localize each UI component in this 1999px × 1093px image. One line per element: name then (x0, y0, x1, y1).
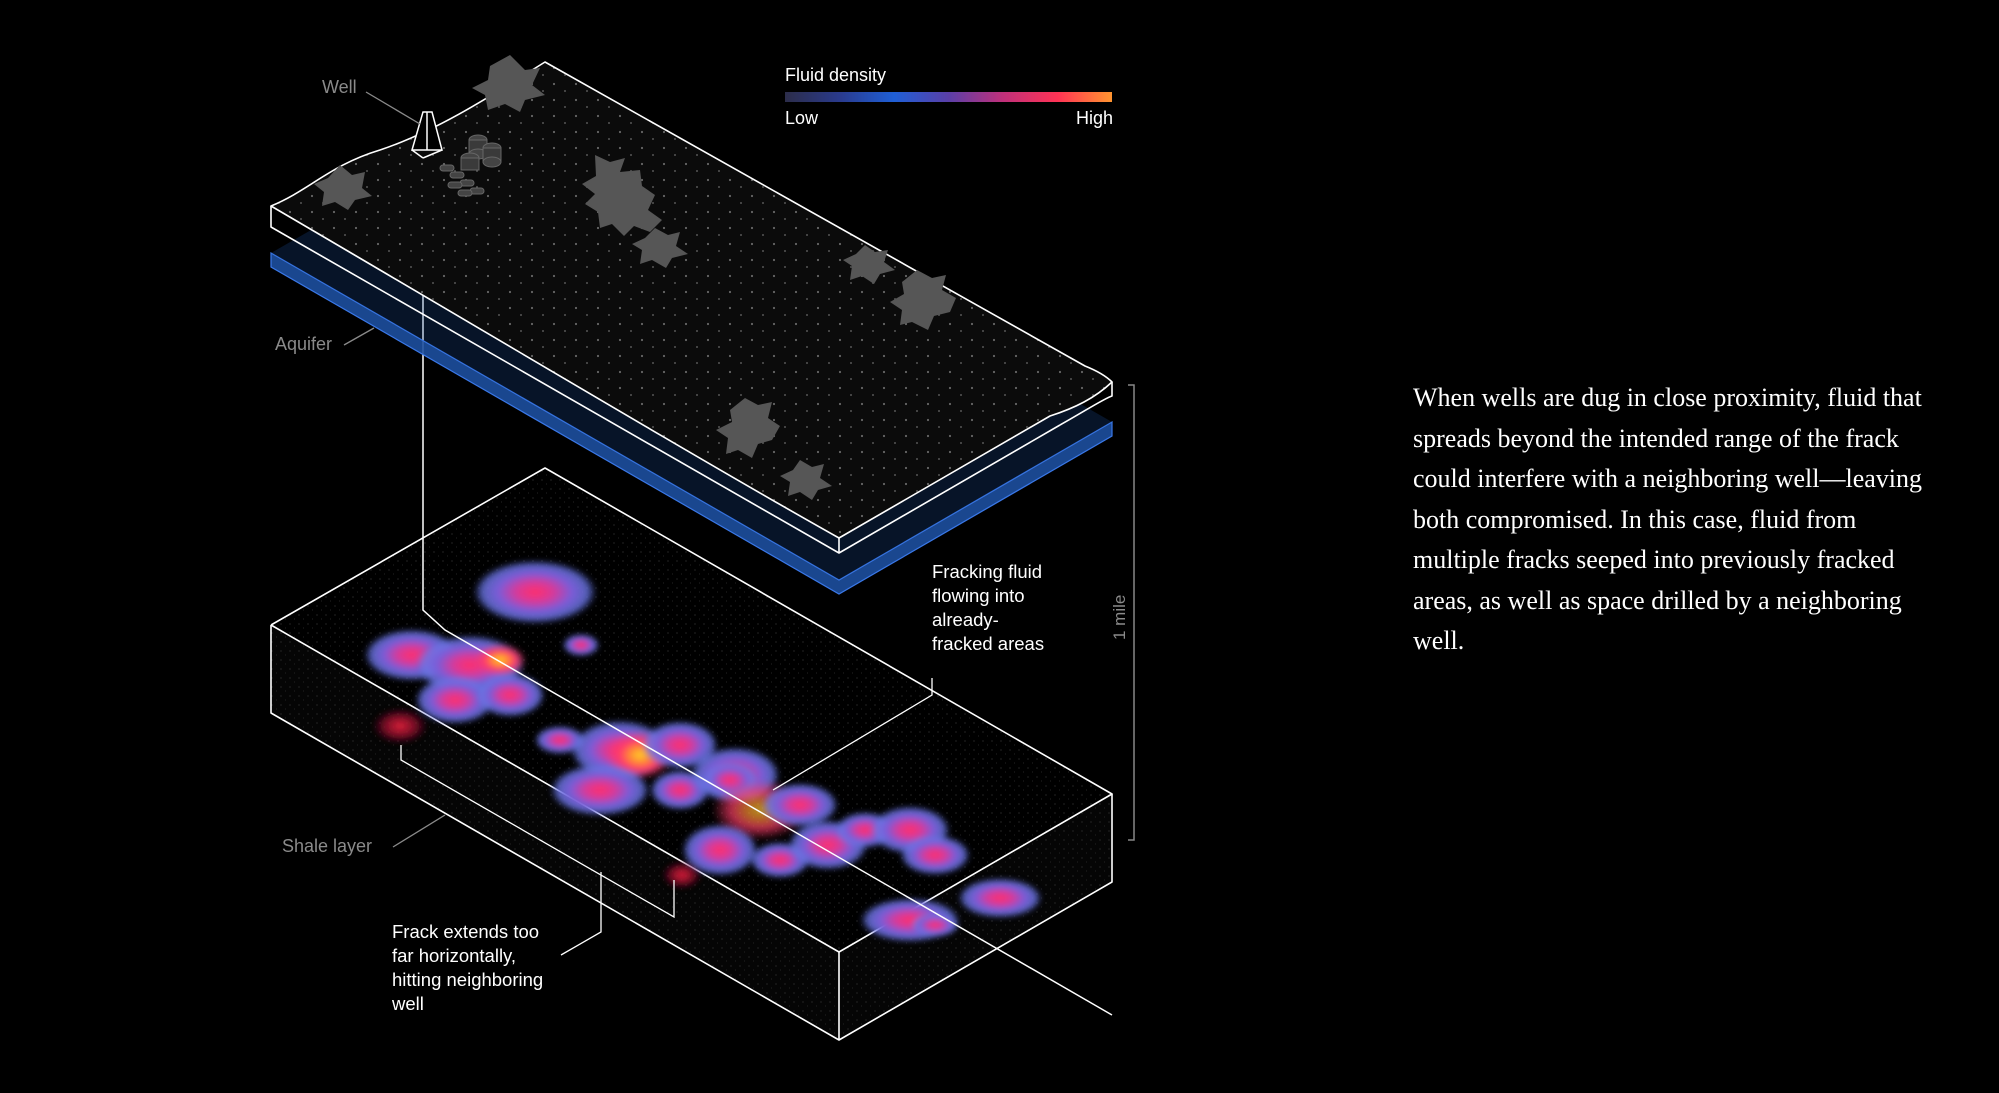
well-label: Well (322, 77, 357, 97)
legend-high-label: High (1075, 108, 1113, 128)
legend-ends: Low High (785, 108, 1113, 130)
scale-bracket (1128, 384, 1135, 841)
leader-lines (343, 91, 933, 956)
annotation-line: flowing into (932, 585, 1025, 606)
legend-low-label: Low (785, 108, 819, 128)
fluid-density-heatmap (364, 560, 1042, 942)
annotation-line: far horizontally, (392, 945, 516, 966)
annotation-line: well (391, 993, 424, 1014)
ground-surface (270, 61, 1113, 554)
annotation-line: hitting neighboring (392, 969, 543, 990)
tree-clusters (314, 55, 956, 500)
fluid-density-legend: Fluid density Low High (785, 64, 1113, 130)
annotation-line: already- (932, 609, 999, 630)
well-derrick (411, 111, 443, 159)
annotation-line: Fracking fluid (932, 561, 1042, 582)
annotation-fracking-fluid: Fracking fluid flowing into already- fra… (932, 561, 1047, 654)
annotation-line: Frack extends too (392, 921, 539, 942)
legend-gradient-bar (785, 92, 1112, 102)
aquifer-label: Aquifer (275, 334, 332, 354)
annotation-frack-extends: Frack extends too far horizontally, hitt… (391, 921, 548, 1014)
explanation-paragraph: When wells are dug in close proximity, f… (1413, 383, 1923, 655)
storage-tanks (439, 134, 502, 197)
shale-layer-label: Shale layer (282, 836, 372, 856)
annotation-line: fracked areas (932, 633, 1044, 654)
legend-title: Fluid density (785, 65, 887, 85)
well-bore-lines (400, 140, 1113, 1016)
scale-label: 1 mile (1110, 595, 1129, 640)
